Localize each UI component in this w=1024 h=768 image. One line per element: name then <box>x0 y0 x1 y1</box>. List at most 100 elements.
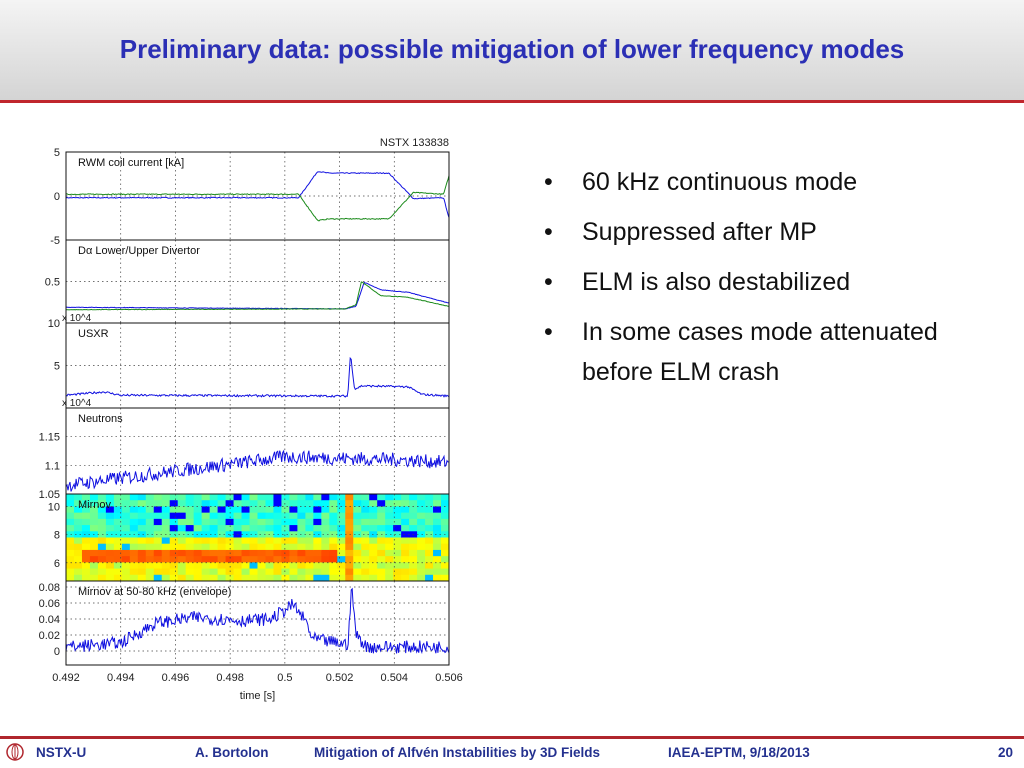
spectrogram-cell <box>153 556 163 563</box>
spectrogram-cell <box>137 506 147 514</box>
spectrogram-cell <box>313 543 322 551</box>
spectrogram-cell <box>409 574 418 582</box>
spectrogram-cell <box>66 494 75 501</box>
spectrogram-cell <box>297 568 306 576</box>
spectrogram-cell <box>433 549 442 557</box>
spectrogram-cell <box>121 531 131 538</box>
spectrogram-cell <box>121 500 131 507</box>
spectrogram-cell <box>121 574 131 582</box>
spectrogram-cell <box>153 518 163 526</box>
spectrogram-cell <box>297 518 306 526</box>
spectrogram-cell <box>137 494 147 501</box>
spectrogram-cell <box>305 494 314 501</box>
spectrogram-cell <box>129 512 139 520</box>
spectrogram-cell <box>89 500 99 507</box>
spectrogram-cell <box>401 525 410 532</box>
spectrogram-cell <box>337 537 346 545</box>
x-axis-label: time [s] <box>240 690 275 702</box>
series-line-blue <box>65 356 450 398</box>
spectrogram-cell <box>209 506 219 514</box>
spectrogram-cell <box>201 506 211 514</box>
spectrogram-cell <box>337 568 346 576</box>
spectrogram-cell <box>329 568 338 576</box>
spectrogram-cell <box>105 562 115 570</box>
spectrogram-cell <box>145 543 155 551</box>
spectrogram-cell <box>73 512 83 520</box>
spectrogram-cell <box>185 568 195 576</box>
spectrogram-cell <box>281 574 290 582</box>
spectrogram-cell <box>225 512 235 520</box>
spectrogram-cell <box>169 525 179 532</box>
spectrogram-cell <box>361 525 370 532</box>
bullet-item: • Suppressed after MP <box>540 212 1010 252</box>
spectrogram-cell <box>145 537 155 545</box>
spectrogram-cell <box>313 500 322 507</box>
spectrogram-cell <box>113 549 123 557</box>
spectrogram-cell <box>145 506 155 514</box>
spectrogram-cell <box>417 549 426 557</box>
spectrogram-cell <box>313 518 322 526</box>
spectrogram-cell <box>145 512 155 520</box>
spectrogram-cell <box>353 500 362 507</box>
spectrogram-cell <box>281 512 290 520</box>
y-tick-label: 0.5 <box>45 277 60 289</box>
spectrogram-cell <box>137 556 147 563</box>
spectrogram-cell <box>409 525 418 532</box>
spectrogram-cell <box>105 518 115 526</box>
spectrogram-cell <box>417 512 426 520</box>
spectrogram-cell <box>209 494 219 501</box>
spectrogram-cell <box>273 556 282 563</box>
spectrogram-cell <box>305 525 314 532</box>
spectrogram-cell <box>353 543 362 551</box>
spectrogram-cell <box>401 512 410 520</box>
bullet-icon: • <box>544 168 553 196</box>
spectrogram-cell <box>225 556 235 563</box>
spectrogram-cell <box>241 543 251 551</box>
spectrogram-cell <box>393 506 402 514</box>
spectrogram-cell <box>241 574 251 582</box>
spectrogram-cell <box>393 525 402 532</box>
spectrogram-cell <box>369 568 378 576</box>
spectrogram-cell <box>393 512 402 520</box>
spectrogram-cell <box>321 574 330 582</box>
spectrogram-cell <box>185 549 195 557</box>
spectrogram-cell <box>377 537 386 545</box>
spectrogram-cell <box>249 568 258 576</box>
spectrogram-cell <box>217 500 227 507</box>
spectrogram-cell <box>289 531 298 538</box>
spectrogram-cell <box>441 537 450 545</box>
spectrogram-cell <box>209 556 219 563</box>
spectrogram-cell <box>217 574 227 582</box>
spectrogram-cell <box>89 494 99 501</box>
spectrogram-cell <box>361 556 370 563</box>
spectrogram-cell <box>241 531 251 538</box>
spectrogram-cell <box>393 531 402 538</box>
spectrogram-cell <box>257 537 266 545</box>
spectrogram-cell <box>353 525 362 532</box>
spectrogram-cell <box>185 531 195 538</box>
spectrogram-cell <box>361 531 370 538</box>
spectrogram-cell <box>369 506 378 514</box>
spectrogram-cell <box>241 518 251 526</box>
spectrogram-cell <box>289 500 298 507</box>
spectrogram-cell <box>313 537 322 545</box>
spectrogram-cell <box>89 556 99 563</box>
spectrogram-cell <box>177 549 187 557</box>
spectrogram-cell <box>345 549 354 557</box>
spectrogram-cell <box>81 518 91 526</box>
spectrogram-cell <box>89 537 99 545</box>
spectrogram-cell <box>145 556 155 563</box>
spectrogram-cell <box>193 500 203 507</box>
spectrogram-cell <box>409 500 418 507</box>
spectrogram-cell <box>217 543 227 551</box>
spectrogram-cell <box>305 506 314 514</box>
spectrogram-cell <box>337 562 346 570</box>
spectrogram-cell <box>289 543 298 551</box>
spectrogram-cell <box>97 512 107 520</box>
spectrogram-cell <box>273 543 282 551</box>
x-tick-label: 0.504 <box>381 672 409 684</box>
spectrogram-cell <box>353 494 362 501</box>
spectrogram-cell <box>425 506 434 514</box>
spectrogram-cell <box>273 518 282 526</box>
spectrogram-cell <box>129 568 139 576</box>
